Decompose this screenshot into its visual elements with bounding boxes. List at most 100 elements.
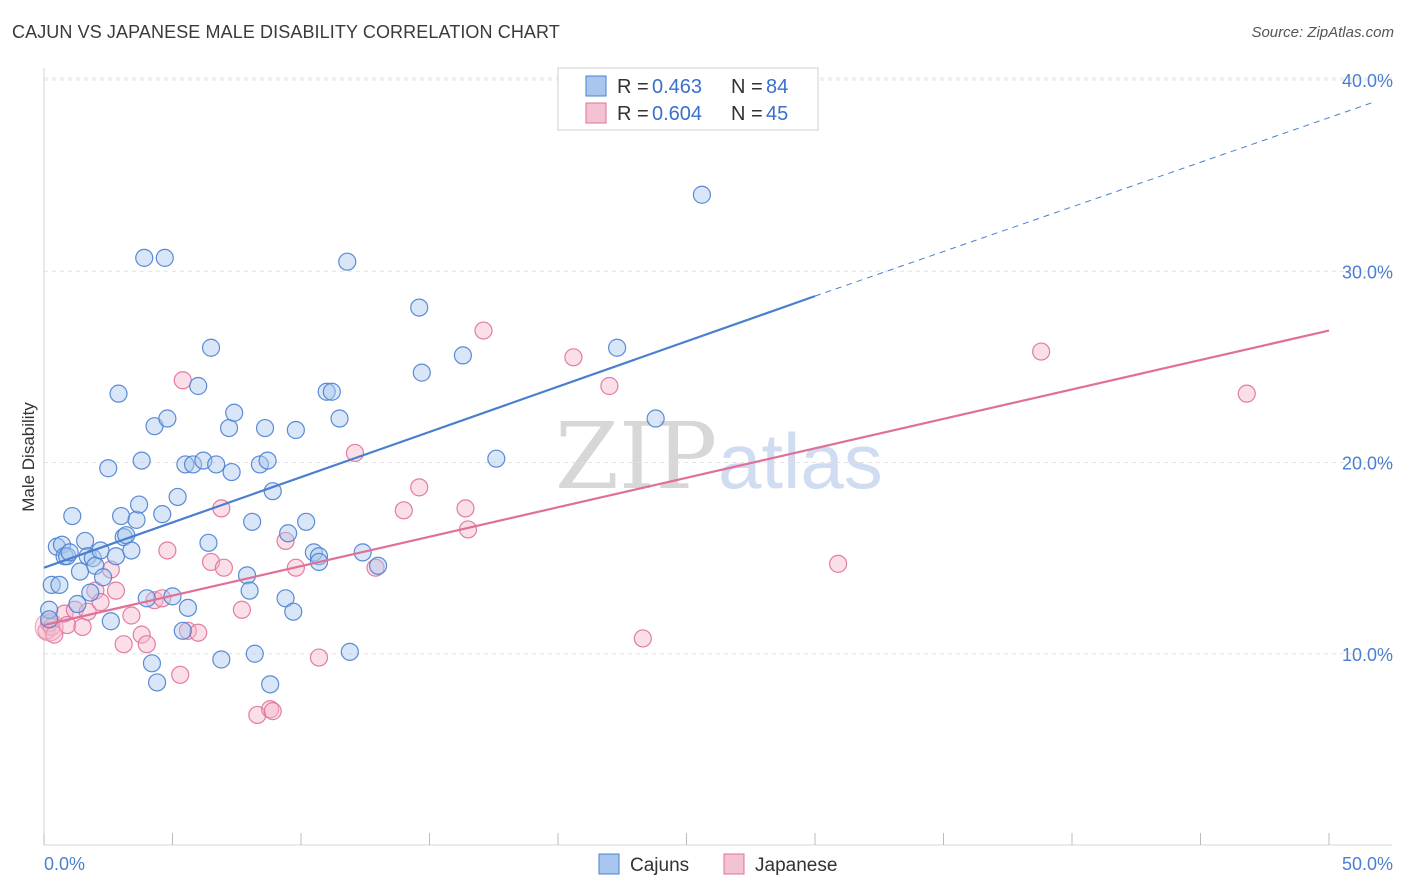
watermark-atlas: atlas [718, 417, 883, 505]
cajun-point [158, 409, 177, 428]
japanese-point [394, 501, 413, 520]
cajun-point [284, 602, 303, 621]
cajun-point [317, 382, 336, 401]
cajun-point [453, 346, 473, 365]
japanese-point [73, 617, 92, 637]
cajun-point [109, 384, 128, 403]
japanese-point [171, 665, 190, 684]
legend-n-label: N = [731, 103, 763, 125]
cajun-point [240, 581, 259, 600]
cajun-point [135, 248, 154, 267]
cajun-point [40, 610, 59, 629]
japanese-point [232, 600, 251, 619]
japanese-point [137, 635, 156, 654]
cajun-point [255, 418, 275, 438]
cajun-point [286, 420, 305, 440]
cajun-point [81, 583, 100, 602]
cajun-point [178, 598, 198, 617]
cajun-point [129, 495, 149, 514]
japanese-point [106, 581, 126, 600]
japanese-point [309, 648, 329, 667]
legend-n-value: 45 [766, 103, 788, 125]
watermark-zip: ZIP [555, 403, 717, 510]
cajun-trend-line [43, 295, 816, 569]
cajun-point [646, 409, 665, 428]
cajun-point [340, 642, 359, 661]
y-axis-tick-labels: 10.0% 20.0% 30.0% 40.0% [1342, 71, 1393, 665]
cajun-point [168, 487, 187, 507]
x-tick-label-min: 0.0% [44, 854, 85, 874]
bottom-legend-cajun: Cajuns [630, 855, 689, 876]
cajun-point [70, 562, 90, 581]
legend-n-label: N = [731, 76, 763, 98]
cajun-point [122, 541, 141, 560]
cajun-point [137, 589, 156, 608]
bottom-legend-swatch-japanese [723, 853, 745, 875]
x-tick-label-max: 50.0% [1342, 854, 1393, 874]
legend-swatch-cajun [585, 75, 607, 97]
series-legend: Cajuns Japanese [598, 853, 837, 876]
y-tick-label: 30.0% [1342, 262, 1393, 282]
cajun-point [212, 650, 231, 669]
legend-r-value: 0.463 [652, 76, 702, 98]
cajun-point [608, 338, 627, 357]
japanese-point [263, 702, 282, 721]
cajun-point [183, 455, 203, 474]
y-axis-label: Male Disability [19, 402, 38, 512]
cajun-point [369, 556, 388, 575]
cajun-point [237, 566, 257, 585]
bottom-legend-japanese: Japanese [755, 855, 837, 876]
japanese-point [410, 478, 429, 497]
cajun-point [201, 338, 221, 357]
cajun-point [153, 505, 172, 524]
japanese-point [829, 554, 848, 573]
source-label: Source: ZipAtlas.com [1251, 24, 1394, 41]
cajun-point [276, 589, 295, 608]
cajun-point [127, 510, 146, 529]
japanese-point [1032, 342, 1051, 361]
legend-n-value: 84 [766, 76, 788, 98]
japanese-point [600, 376, 619, 396]
cajun-point [173, 621, 192, 640]
legend-r-label: R = [617, 76, 649, 98]
y-tick-label: 40.0% [1342, 71, 1393, 91]
japanese-point [474, 321, 493, 340]
cajun-point [99, 459, 118, 478]
correlation-legend: R = 0.463 N = 84 R = 0.604 N = 45 [557, 67, 819, 131]
japanese-point [122, 606, 141, 625]
cajun-trend-extension [814, 100, 1377, 297]
cajun-point [42, 575, 61, 595]
cajun-point [243, 512, 262, 531]
cajun-point [40, 600, 59, 619]
cajun-point [155, 248, 174, 267]
cajun-point [279, 524, 298, 543]
cajun-point [322, 382, 341, 401]
cajun-point [142, 654, 162, 673]
x-axis-ticks [43, 833, 1330, 845]
japanese-point [158, 541, 177, 560]
cajun-point [101, 612, 120, 631]
y-tick-label: 20.0% [1342, 454, 1393, 474]
cajun-point [176, 455, 195, 474]
cajun-point [297, 512, 316, 531]
japanese-point [564, 348, 583, 367]
cajun-point [207, 455, 226, 474]
cajun-point [692, 185, 712, 204]
japanese-point [34, 612, 64, 642]
japanese-point [189, 623, 208, 642]
japanese-point [366, 558, 385, 577]
japanese-point [214, 558, 233, 577]
legend-r-value: 0.604 [652, 103, 702, 125]
legend-swatch-japanese [585, 102, 607, 124]
japanese-trend-line [43, 329, 1330, 627]
cajun-point [261, 675, 280, 694]
cajun-point [189, 376, 208, 396]
japanese-points [34, 321, 1256, 725]
cajun-point [76, 531, 95, 551]
japanese-point [1237, 384, 1256, 403]
cajun-point [132, 451, 151, 470]
cajun-point [94, 568, 113, 587]
legend-r-label: R = [617, 103, 649, 125]
cajun-point [330, 409, 349, 428]
